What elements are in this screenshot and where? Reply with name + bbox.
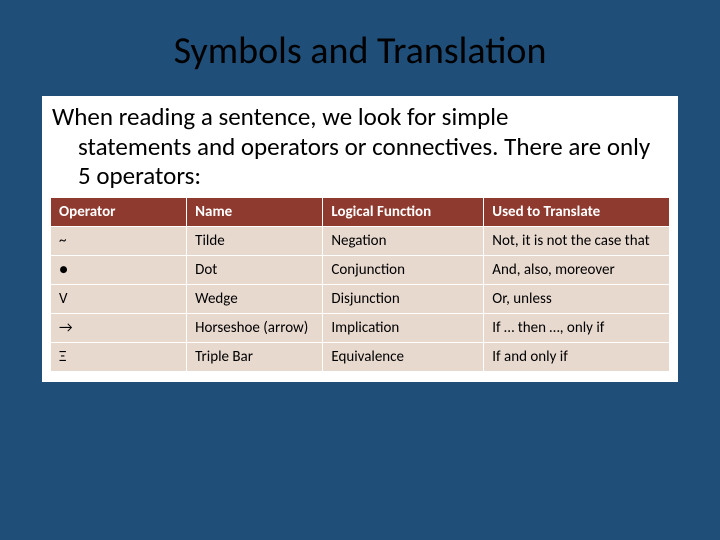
table-row: ● Dot Conjunction And, also, moreover (51, 255, 670, 284)
cell-name: Dot (187, 255, 323, 284)
cell-symbol: → (51, 313, 187, 342)
cell-translate: And, also, moreover (484, 255, 670, 284)
cell-name: Triple Bar (187, 342, 323, 371)
cell-name: Wedge (187, 284, 323, 313)
intro-line-2: statements and operators or connectives.… (52, 132, 668, 191)
cell-translate: Or, unless (484, 284, 670, 313)
cell-translate: If and only if (484, 342, 670, 371)
cell-symbol: V (51, 284, 187, 313)
cell-function: Implication (323, 313, 484, 342)
slide: Symbols and Translation When reading a s… (0, 0, 720, 540)
col-function: Logical Function (323, 197, 484, 226)
table-header-row: Operator Name Logical Function Used to T… (51, 197, 670, 226)
table-row: → Horseshoe (arrow) Implication If … the… (51, 313, 670, 342)
cell-translate: If … then …, only if (484, 313, 670, 342)
cell-symbol: ● (51, 255, 187, 284)
intro-line-1: When reading a sentence, we look for sim… (52, 101, 508, 132)
col-name: Name (187, 197, 323, 226)
operators-table: Operator Name Logical Function Used to T… (50, 197, 670, 372)
slide-title: Symbols and Translation (42, 28, 678, 74)
intro-text: When reading a sentence, we look for sim… (50, 102, 670, 191)
content-box: When reading a sentence, we look for sim… (42, 96, 678, 382)
cell-name: Horseshoe (arrow) (187, 313, 323, 342)
cell-symbol: Ξ (51, 342, 187, 371)
cell-function: Disjunction (323, 284, 484, 313)
cell-function: Conjunction (323, 255, 484, 284)
cell-translate: Not, it is not the case that (484, 226, 670, 255)
cell-name: Tilde (187, 226, 323, 255)
cell-function: Negation (323, 226, 484, 255)
table-row: Ξ Triple Bar Equivalence If and only if (51, 342, 670, 371)
col-translate: Used to Translate (484, 197, 670, 226)
table-row: V Wedge Disjunction Or, unless (51, 284, 670, 313)
cell-function: Equivalence (323, 342, 484, 371)
cell-symbol: ~ (51, 226, 187, 255)
table-row: ~ Tilde Negation Not, it is not the case… (51, 226, 670, 255)
col-operator: Operator (51, 197, 187, 226)
